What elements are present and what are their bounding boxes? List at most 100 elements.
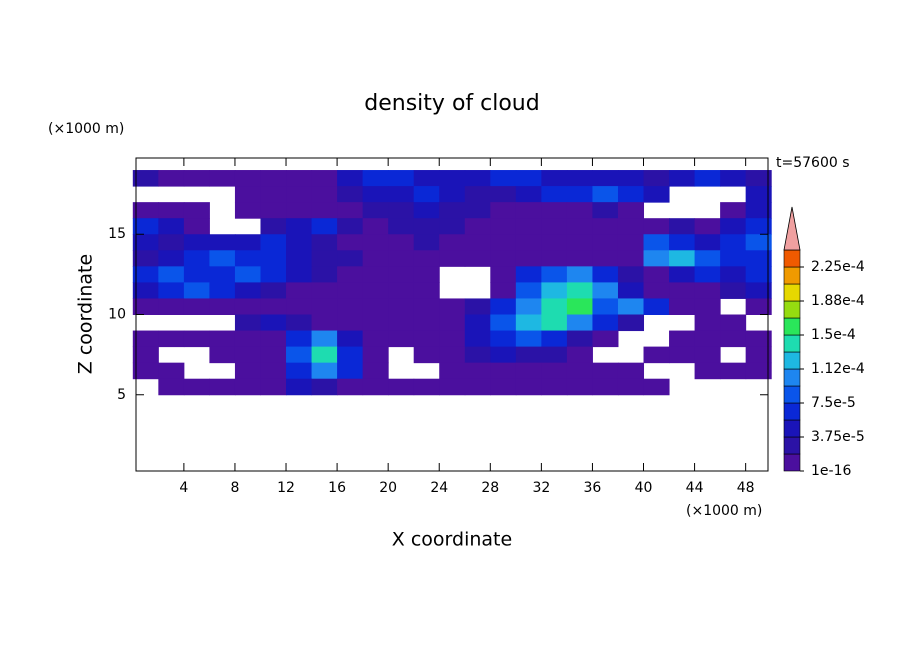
contour-cell [388,250,415,267]
contour-cell [311,378,338,396]
colorbar-tick-label: 7.5e-5 [811,395,856,411]
contour-cell [617,362,645,380]
contour-cell [566,250,593,267]
contour-cell [388,266,415,283]
contour-cell [669,282,696,299]
colorbar-swatch [783,368,801,387]
contour-cell [439,170,466,187]
contour-cell [311,170,338,187]
colorbar-swatch [783,453,801,472]
contour-cell [439,362,466,380]
contour-cell [158,170,185,187]
contour-cell [464,346,491,364]
contour-cell [490,282,517,299]
contour-cell [515,186,542,203]
contour-cell [541,250,568,267]
contour-cell [694,282,721,299]
x-tick-label: 24 [430,480,448,496]
contour-cell [720,218,747,235]
contour-cell [566,170,593,187]
contour-cell [286,218,313,235]
contour-cell [669,266,696,283]
contour-cell [745,362,772,380]
contour-cell [439,378,466,396]
contour-cell [566,314,593,332]
contour-cell [541,218,568,235]
contour-cell [388,202,415,219]
contour-cell [158,250,185,267]
contour-cell [337,170,364,187]
contour-cell [617,378,645,396]
colorbar-tick-label: 1.5e-4 [811,327,856,343]
contour-cell [643,346,670,364]
contour-cell [158,362,185,380]
contour-cell [158,330,185,348]
contour-cell [388,314,415,332]
contour-cell [541,170,568,187]
contour-cell [234,282,261,299]
contour-cell [490,314,517,332]
contour-cell [490,330,517,348]
contour-cell [745,266,772,283]
contour-cell [260,362,287,380]
colorbar-swatch [783,385,801,404]
contour-cell [490,202,517,219]
contour-cell [388,378,415,396]
contour-cell [515,378,542,396]
contour-cell [337,186,364,203]
contour-cell [362,186,389,203]
contour-cell [592,314,619,332]
contour-cell [515,250,542,267]
contour-cell [209,378,236,396]
contour-cell [209,250,236,267]
contour-cell [566,330,593,348]
contour-cell [158,202,185,219]
contour-cell [592,250,619,267]
contour-cell [388,330,415,348]
contour-cell [337,330,364,348]
contour-cell [413,250,440,267]
contour-cell [464,314,491,332]
contour-cell [617,218,645,235]
contour-cell [413,266,440,283]
contour-cell [234,202,261,219]
contour-cell [311,234,338,251]
contour-cell [337,282,364,299]
contour-cell [745,202,772,219]
contour-cell [286,202,313,219]
contour-cell [286,170,313,187]
contour-cell [337,378,364,396]
contour-cell [234,186,261,203]
x-tick-label: 44 [686,480,704,496]
contour-cell [643,186,670,203]
contour-cell [745,298,772,315]
colorbar-swatch [783,436,801,455]
contour-cell [745,234,772,251]
contour-cell [464,234,491,251]
contour-cell [260,298,287,315]
contour-cell [311,218,338,235]
contour-cell [720,330,747,348]
contour-cell [234,378,261,396]
contour-cell [286,378,313,396]
contour-cell [669,170,696,187]
contour-cell [234,298,261,315]
contour-cell [592,186,619,203]
x-tick-label: 4 [179,480,188,496]
contour-cell [337,362,364,380]
contour-cell [643,298,670,315]
contour-cell [413,378,440,396]
contour-cell [592,218,619,235]
contour-cell [260,170,287,187]
contour-cell [337,298,364,315]
contour-cell [617,298,645,315]
contour-cell [464,170,491,187]
contour-cell [362,250,389,267]
contour-cell [745,330,772,348]
y-tick-label: 10 [108,307,126,323]
contour-cell [541,186,568,203]
contour-cell [132,234,159,251]
contour-cell [362,218,389,235]
x-tick-label: 8 [230,480,239,496]
contour-cell [439,346,466,364]
